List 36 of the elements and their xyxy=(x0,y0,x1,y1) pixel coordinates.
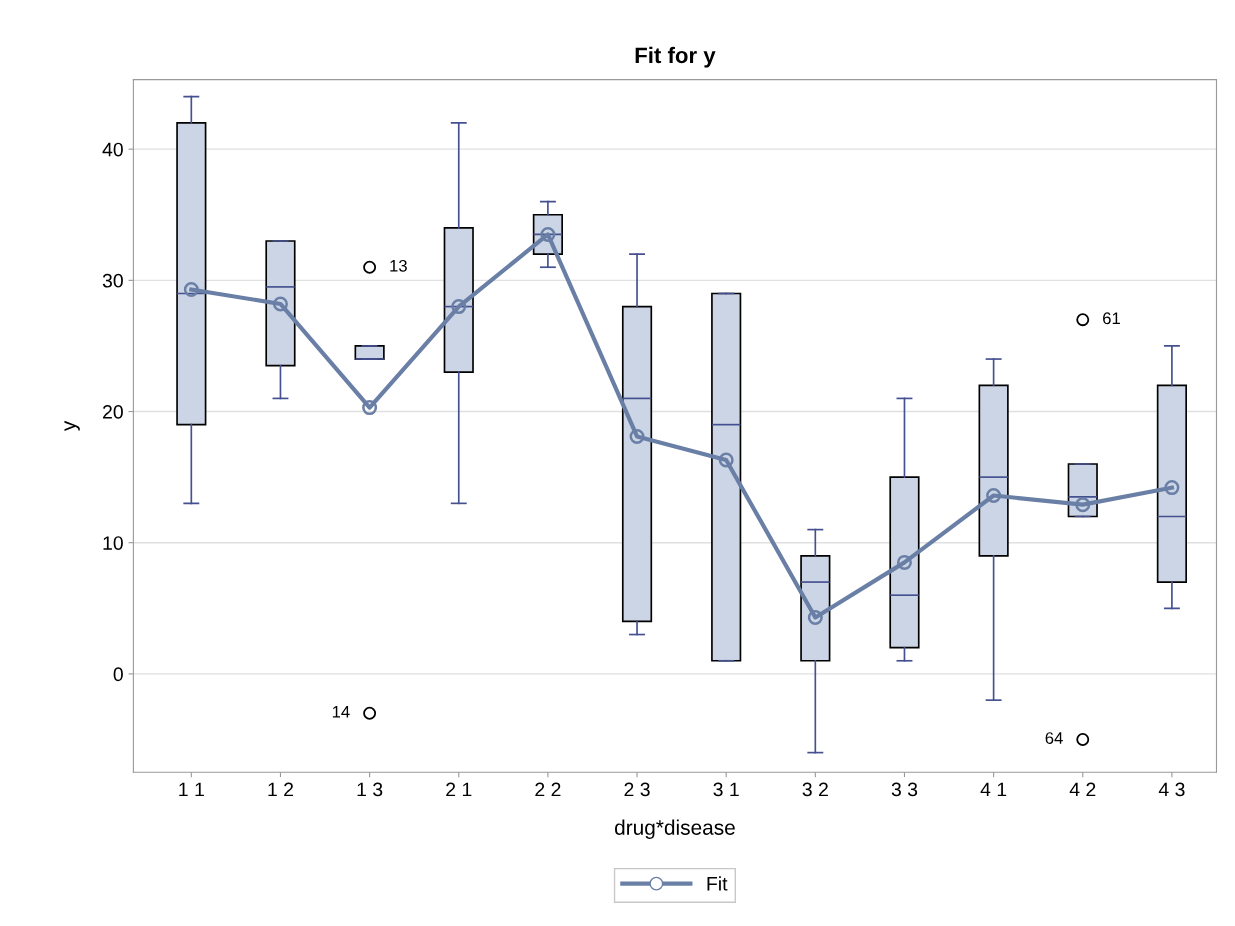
point xyxy=(362,400,378,416)
x-tick-label: 1 3 xyxy=(357,782,383,797)
annotation: 61 xyxy=(1103,312,1120,325)
annotation: 13 xyxy=(390,259,407,272)
x-tick-label: 1 1 xyxy=(179,782,204,797)
annotation: 64 xyxy=(1045,732,1063,744)
legend-label: Fit xyxy=(707,876,728,891)
point xyxy=(629,428,645,444)
annotation: 14 xyxy=(332,706,350,718)
chart-title: Fit for y xyxy=(635,46,716,68)
point xyxy=(1075,497,1091,513)
point xyxy=(807,609,823,625)
y-tick-label: 0 xyxy=(113,667,123,682)
x-tick-label: 3 1 xyxy=(713,782,739,797)
x-axis-title: drug*disease xyxy=(615,819,735,839)
x-tick-label: 3 2 xyxy=(802,782,828,797)
x-tick-label: 2 1 xyxy=(446,782,472,797)
y-tick-label: 30 xyxy=(102,273,123,288)
point xyxy=(272,296,288,312)
x-tick-label: 4 2 xyxy=(1069,782,1096,797)
point xyxy=(718,452,734,468)
x-tick-label: 4 3 xyxy=(1158,782,1185,797)
y-tick-label: 20 xyxy=(103,405,123,419)
point xyxy=(183,282,199,298)
x-tick-label: 4 1 xyxy=(980,782,1007,797)
point xyxy=(451,299,467,315)
point xyxy=(1164,480,1180,496)
x-tick-label: 2 2 xyxy=(535,782,561,797)
point xyxy=(896,554,912,570)
x-tick-label: 1 2 xyxy=(268,782,294,797)
y-tick-label: 40 xyxy=(102,142,123,157)
y-axis-title: y xyxy=(64,420,80,432)
x-tick-label: 3 3 xyxy=(891,782,918,797)
y-tick-label: 10 xyxy=(103,536,123,550)
x-tick-label: 2 3 xyxy=(624,782,650,797)
point xyxy=(986,487,1002,503)
